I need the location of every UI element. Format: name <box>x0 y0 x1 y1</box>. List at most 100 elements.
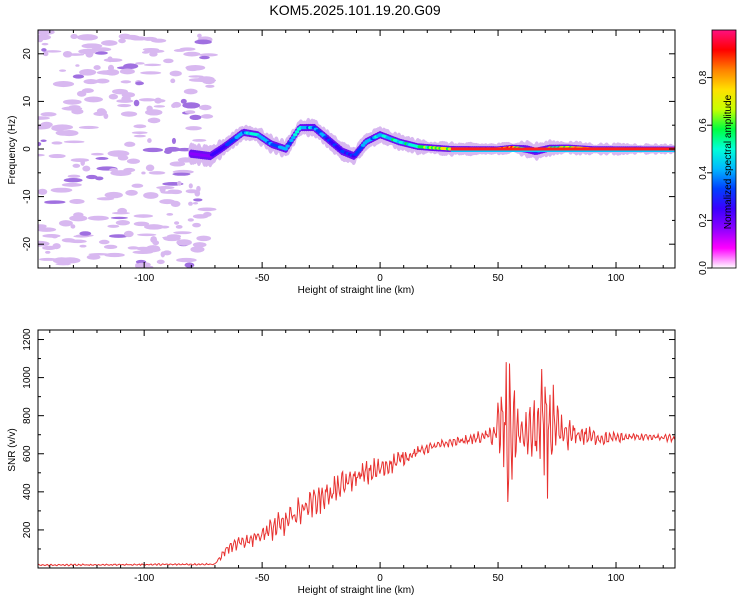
noise-blob <box>52 243 61 250</box>
snr-content <box>38 362 675 567</box>
noise-blob <box>147 138 152 144</box>
noise-blob <box>138 98 156 102</box>
noise-blob <box>38 240 50 247</box>
x-tick-label: -50 <box>255 273 270 284</box>
noise-blob <box>156 259 165 265</box>
noise-blob <box>103 58 123 62</box>
noise-blob <box>205 84 215 88</box>
noise-blob <box>120 80 132 84</box>
noise-blob <box>159 199 176 205</box>
noise-blob <box>183 51 201 57</box>
noise-blob <box>78 125 99 130</box>
noise-blob <box>45 250 51 254</box>
noise-blob <box>174 221 180 225</box>
noise-blob <box>96 197 115 201</box>
noise-blob <box>188 78 210 82</box>
noise-blob <box>175 224 183 229</box>
noise-blob <box>119 68 135 75</box>
noise-blob <box>107 64 115 72</box>
noise-blob <box>40 121 53 128</box>
x-tick-label: 0 <box>377 273 383 284</box>
noise-blob <box>143 192 159 199</box>
noise-blob <box>62 99 82 105</box>
snr-panel: -100 -50 0 50 100 200 400 600 800 1000 1200 Height… <box>7 328 676 596</box>
noise-blob <box>82 165 91 172</box>
y-tick-label: 600 <box>22 445 33 462</box>
noise-blob <box>183 88 198 95</box>
y-tick-label: -10 <box>22 189 33 204</box>
noise-blob <box>193 198 203 202</box>
noise-blob <box>162 236 179 239</box>
y-tick-label: 1200 <box>22 328 33 351</box>
x-tick-label: 50 <box>492 573 504 584</box>
noise-blob <box>118 38 126 44</box>
colorbar-gradient <box>711 29 737 269</box>
noise-blob <box>63 140 85 144</box>
noise-blob <box>72 163 81 168</box>
ridge-core <box>283 147 288 151</box>
noise-blob <box>197 33 202 38</box>
noise-blob <box>104 252 125 258</box>
noise-blob <box>166 212 174 216</box>
noise-blob <box>186 67 199 72</box>
noise-blob <box>143 63 162 67</box>
noise-blob <box>116 66 135 70</box>
noise-blob <box>72 74 85 79</box>
noise-blob <box>167 189 178 194</box>
colorbar: 0.0 0.2 0.4 0.6 0.8 Normalized spectral ampl… <box>698 29 737 275</box>
noise-blob <box>38 188 48 195</box>
noise-blob <box>169 70 182 77</box>
noise-blob <box>133 124 147 129</box>
y-tick-label: 20 <box>22 48 33 60</box>
noise-blob <box>123 167 136 173</box>
x-tick-label: 100 <box>608 273 625 284</box>
noise-blob <box>188 75 204 78</box>
y-tick-label: 400 <box>22 483 33 500</box>
noise-blob <box>198 104 212 111</box>
noise-blob <box>133 134 147 138</box>
y-tick-label: 10 <box>22 95 33 107</box>
noise-blob <box>63 177 83 183</box>
colorbar-tick-label: 0.2 <box>698 213 709 227</box>
noise-blob <box>117 103 132 108</box>
x-tick-label: 0 <box>377 573 383 584</box>
noise-blob <box>76 34 98 41</box>
noise-blob <box>73 212 84 218</box>
noise-blob <box>143 224 164 230</box>
noise-blob <box>184 262 195 268</box>
noise-blob <box>132 250 154 254</box>
noise-blob <box>192 222 201 228</box>
colorbar-tick-label: 0.8 <box>698 70 709 84</box>
noise-blob <box>200 114 214 119</box>
noise-blob <box>69 215 88 222</box>
noise-blob <box>108 234 129 238</box>
noise-blob <box>126 158 141 164</box>
noise-blob <box>108 93 119 100</box>
x-tick-label: -100 <box>134 273 154 284</box>
noise-blob <box>51 124 74 131</box>
noise-blob <box>71 108 84 115</box>
noise-blob <box>41 42 49 46</box>
noise-blob <box>172 172 191 176</box>
noise-blob <box>171 137 177 144</box>
noise-blob <box>171 103 177 109</box>
noise-blob <box>86 174 98 180</box>
ridge-core <box>291 135 296 140</box>
noise-blob <box>44 200 66 204</box>
y-tick-label: 200 <box>22 521 33 538</box>
noise-blob <box>133 214 154 218</box>
noise-blob <box>55 130 71 136</box>
noise-blob <box>52 80 75 88</box>
noise-blob <box>50 187 73 193</box>
noise-blob <box>188 201 193 206</box>
noise-blob <box>194 39 212 45</box>
noise-blob <box>101 40 118 46</box>
noise-blob <box>91 47 112 52</box>
y-tick-label: -20 <box>22 237 33 252</box>
noise-blob <box>133 99 140 107</box>
ridge-core <box>287 141 292 145</box>
x-tick-label: -50 <box>255 573 270 584</box>
noise-blob <box>40 112 57 117</box>
noise-blob <box>135 81 144 86</box>
